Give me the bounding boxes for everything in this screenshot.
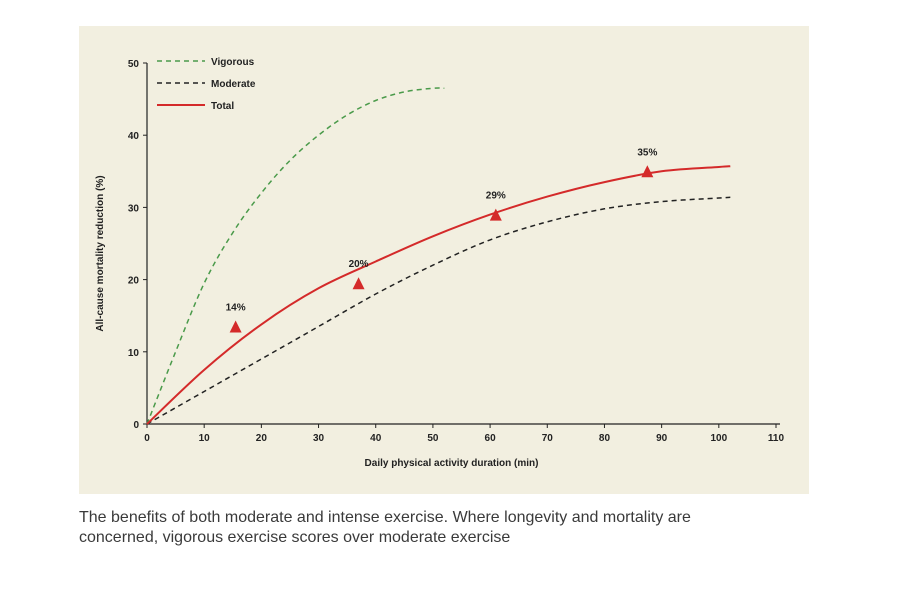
x-tick-label: 80 — [599, 433, 611, 444]
series-line-total — [146, 165, 731, 425]
legend-label-total: Total — [211, 101, 234, 112]
x-tick-label: 0 — [144, 433, 150, 444]
x-tick-label: 70 — [542, 433, 554, 444]
y-tick-label: 50 — [128, 59, 140, 70]
data-marker-triangle — [352, 277, 365, 290]
legend-label-vigorous: Vigorous — [211, 57, 255, 68]
data-marker-triangle — [489, 208, 502, 221]
x-tick-label: 40 — [370, 433, 382, 444]
y-axis-title: All-cause mortality reduction (%) — [95, 175, 106, 331]
chart-panel: 0 10 20 30 40 50 60 70 80 90 100 110 0 10 20 30 40 50 14%… — [79, 26, 809, 494]
y-tick-label: 20 — [128, 276, 140, 287]
x-tick-label: 50 — [427, 433, 439, 444]
x-tick-label: 90 — [656, 433, 668, 444]
y-tick-label: 10 — [128, 348, 140, 359]
mortality-chart: 0 10 20 30 40 50 60 70 80 90 100 110 0 10 20 30 40 50 14%… — [95, 57, 785, 469]
series-line-vigorous — [146, 87, 445, 425]
data-label: 20% — [349, 259, 369, 270]
data-marker-triangle — [229, 320, 242, 333]
x-tick-label: 60 — [485, 433, 497, 444]
y-tick-label: 40 — [128, 131, 140, 142]
axes: 0 10 20 30 40 50 60 70 80 90 100 110 0 10 20 30 40 50 — [128, 59, 785, 444]
data-label: 35% — [637, 147, 657, 158]
x-tick-label: 30 — [313, 433, 325, 444]
x-tick-label: 20 — [256, 433, 268, 444]
y-tick-label: 30 — [128, 203, 140, 214]
series-layer — [146, 87, 731, 425]
data-marker-triangle — [641, 165, 654, 178]
data-label: 14% — [226, 303, 246, 314]
figure-caption: The benefits of both moderate and intens… — [79, 509, 691, 546]
legend: Vigorous Moderate Total — [157, 57, 256, 112]
legend-label-moderate: Moderate — [211, 79, 256, 90]
series-line-moderate — [146, 196, 731, 425]
data-label: 29% — [486, 191, 506, 202]
marker-layer: 14% 20% 29% 35% — [226, 147, 657, 333]
x-axis-title: Daily physical activity duration (min) — [365, 458, 539, 469]
x-tick-label: 100 — [710, 433, 727, 444]
y-tick-label: 0 — [133, 420, 139, 431]
x-tick-label: 110 — [768, 433, 785, 444]
x-tick-label: 10 — [199, 433, 211, 444]
